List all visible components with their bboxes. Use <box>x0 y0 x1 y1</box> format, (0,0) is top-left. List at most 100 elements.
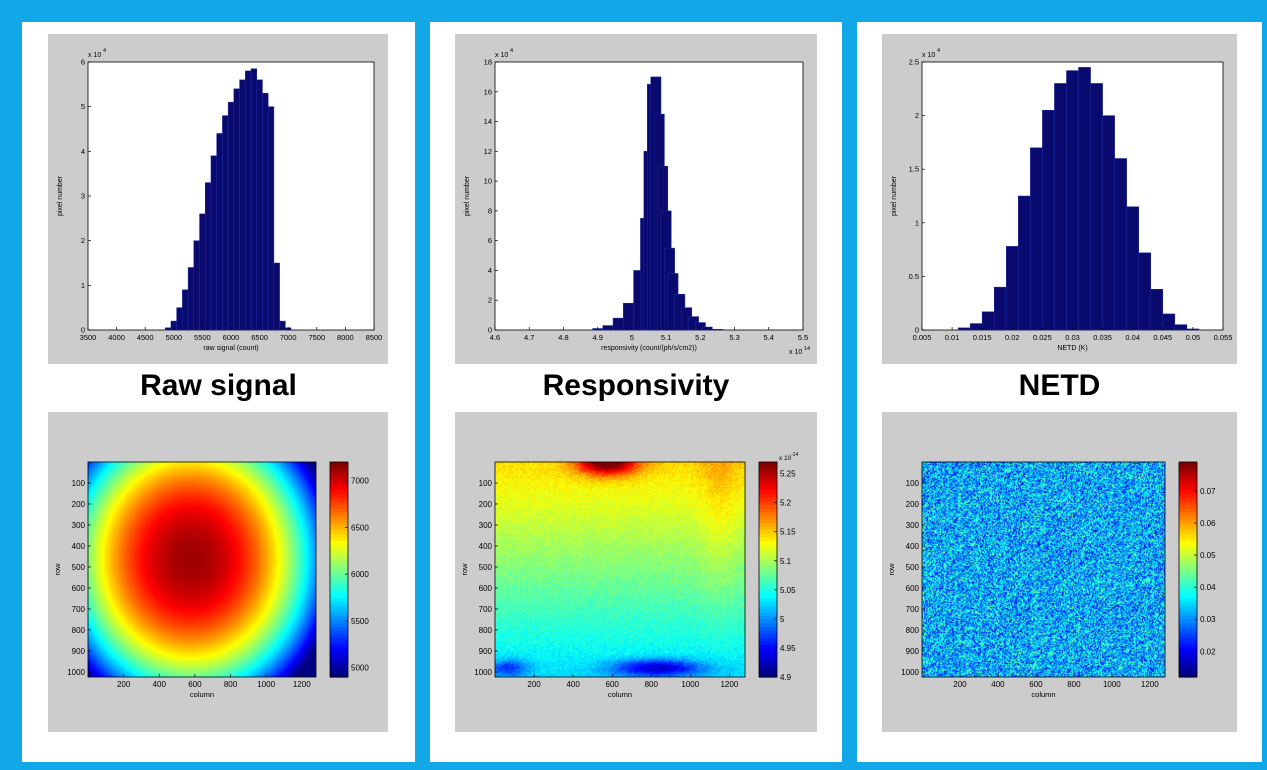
panel-title-raw-signal: Raw signal <box>140 369 297 402</box>
x-multiplier: x 10 <box>789 349 802 356</box>
colorbar-segment <box>1179 569 1197 574</box>
colorbar-tick-label: 0.06 <box>1200 519 1216 528</box>
y-axis-label: row <box>460 563 469 576</box>
x-tick-label: 8500 <box>366 333 383 342</box>
histogram-bar <box>164 327 172 331</box>
heatmap-frame <box>921 461 1166 678</box>
colorbar-segment <box>759 490 777 495</box>
y-tick-label: 6 <box>81 58 85 67</box>
colorbar-segment <box>759 630 777 635</box>
colorbar-segment <box>330 544 348 549</box>
colorbar-segment <box>330 583 348 589</box>
histogram-bar <box>701 326 713 331</box>
x-tick-label: 4.8 <box>558 333 568 342</box>
y-axis-label: row <box>53 563 62 576</box>
colorbar-segment <box>330 580 348 585</box>
colorbar-segment <box>1179 669 1197 675</box>
colorbar-segment <box>330 630 348 635</box>
y-tick-label: 300 <box>479 521 493 530</box>
x-tick-label: 8000 <box>337 333 354 342</box>
colorbar-segment <box>1179 469 1197 474</box>
x-tick-label: 800 <box>224 680 238 689</box>
histogram-bar <box>273 262 280 331</box>
colorbar-segment <box>759 469 777 474</box>
colorbar-segment <box>1179 548 1197 553</box>
colorbar-segment <box>1179 626 1197 632</box>
x-axis-label: responsivity (count/(ph/s/cm2)) <box>601 345 697 352</box>
colorbar-segment <box>759 558 777 563</box>
y-tick-label: 16 <box>484 87 492 96</box>
colorbar-segment <box>759 626 777 632</box>
colorbar-segment <box>759 515 777 520</box>
colorbar-segment <box>759 562 777 567</box>
colorbar-segment <box>759 644 777 649</box>
colorbar-segment <box>1179 483 1197 488</box>
colorbar-segment <box>759 637 777 642</box>
colorbar-segment <box>759 501 777 506</box>
colorbar-segment <box>330 540 348 546</box>
map-raw-signal-plot: 200 400 600 800 1000 1200 100 200 300 400 500 600 70… <box>53 461 369 699</box>
y-tick-label: 200 <box>72 500 86 509</box>
colorbar-segment <box>330 512 348 517</box>
colorbar-segment <box>330 637 348 642</box>
heatmap-frame <box>87 461 317 678</box>
map-raw-signal: 200 400 600 800 1000 1200 100 200 300 400 500 600 70… <box>48 412 388 732</box>
colorbar-segment <box>759 662 777 667</box>
colorbar-tick-label: 4.9 <box>780 673 792 682</box>
histogram-bar <box>1090 83 1103 331</box>
colorbar-segment <box>1179 501 1197 506</box>
colorbar-segment <box>330 565 348 571</box>
y-tick-label: 1000 <box>67 668 85 677</box>
colorbar-segment <box>759 573 777 578</box>
colorbar-segment <box>759 494 777 499</box>
colorbar-segment <box>1179 591 1197 596</box>
colorbar-segment <box>759 605 777 610</box>
y-tick-label: 700 <box>479 605 493 614</box>
colorbar-segment <box>759 565 777 571</box>
colorbar-segment <box>330 666 348 671</box>
y-axis-label: pixel number <box>464 175 471 216</box>
histogram-bar <box>267 106 275 331</box>
colorbar-segment <box>330 598 348 603</box>
histogram-bar <box>969 323 983 331</box>
x-tick-label: 3500 <box>80 333 97 342</box>
colorbar-tick-label: 5.1 <box>780 557 792 566</box>
x-tick-label: 0.02 <box>1005 333 1020 342</box>
y-multiplier: x 10 <box>495 52 508 59</box>
x-tick-label: 0.035 <box>1093 333 1112 342</box>
x-tick-label: 5 <box>630 333 634 342</box>
x-tick-label: 600 <box>188 680 202 689</box>
colorbar-segment <box>1179 530 1197 535</box>
panel-responsivity: 4.6 4.7 4.8 4.9 5 5.1 5.2 5.3 5.4 5.5 0 2 4 6 8 10 12 14 1… <box>430 22 842 762</box>
x-tick-label: 400 <box>991 680 1005 689</box>
y-exponent: 4 <box>937 48 940 54</box>
histogram-responsivity: 4.6 4.7 4.8 4.9 5 5.1 5.2 5.3 5.4 5.5 0 2 4 6 8 10 12 14 1… <box>455 34 817 364</box>
colorbar-segment <box>1179 619 1197 624</box>
colorbar-segment <box>330 487 348 492</box>
colorbar-segment <box>1179 497 1197 503</box>
colorbar-segment <box>330 526 348 531</box>
y-axis-label: pixel number <box>57 175 64 216</box>
histogram-bar <box>245 70 252 331</box>
colorbar-segment <box>759 530 777 535</box>
y-tick-label: 200 <box>479 500 493 509</box>
colorbar-segment <box>759 669 777 675</box>
colorbar-segment <box>330 659 348 664</box>
colorbar-segment <box>330 648 348 653</box>
y-tick-label: 1000 <box>474 668 492 677</box>
colorbar-segment <box>330 573 348 578</box>
histogram-bar <box>205 182 212 331</box>
histogram-bar <box>199 213 206 331</box>
x-axis-label: column <box>608 690 632 699</box>
colorbar-segment <box>759 591 777 596</box>
histogram-bar <box>216 133 223 331</box>
x-axis-label: raw signal (count) <box>203 345 258 352</box>
histogram-bar <box>1114 158 1127 331</box>
x-tick-label: 4.9 <box>592 333 602 342</box>
colorbar-segment <box>1179 673 1197 678</box>
histogram-bar <box>227 101 235 331</box>
colorbar-segment <box>1179 587 1197 592</box>
colorbar-segment <box>330 479 348 485</box>
y-tick-label: 900 <box>479 647 493 656</box>
histogram-bar <box>1174 324 1188 331</box>
